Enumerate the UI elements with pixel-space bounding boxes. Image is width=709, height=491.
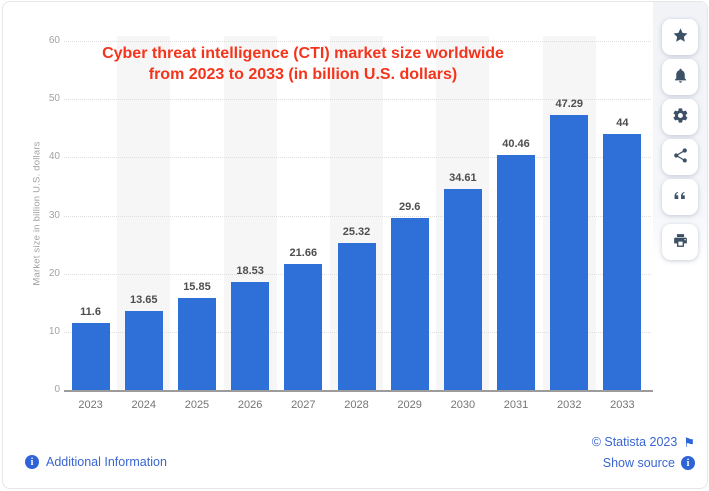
favorite-button[interactable] bbox=[662, 19, 698, 55]
bar-2027[interactable] bbox=[284, 264, 323, 390]
statista-copyright[interactable]: © Statista 2023 ⚑ bbox=[592, 435, 695, 449]
bar-value-label: 21.66 bbox=[289, 247, 318, 259]
gridline bbox=[64, 99, 651, 101]
info-icon: i bbox=[681, 456, 695, 470]
bell-icon bbox=[672, 67, 689, 87]
bar-2029[interactable] bbox=[390, 217, 429, 390]
x-axis-tick: 2030 bbox=[450, 399, 476, 411]
bar-value-label: 25.32 bbox=[342, 225, 371, 238]
chart-title-line2: from 2023 to 2033 (in billion U.S. dolla… bbox=[148, 66, 458, 83]
bar-2028[interactable] bbox=[337, 242, 376, 390]
y-axis-tick: 10 bbox=[48, 325, 60, 337]
flag-icon: ⚑ bbox=[683, 434, 695, 450]
bar-2025[interactable] bbox=[177, 297, 216, 390]
y-axis-tick: 60 bbox=[48, 35, 60, 46]
print-button[interactable] bbox=[662, 224, 698, 260]
x-axis-tick: 2031 bbox=[503, 399, 529, 411]
info-icon: i bbox=[25, 455, 39, 469]
x-axis-tick: 2029 bbox=[397, 399, 422, 411]
gridline bbox=[64, 215, 651, 217]
gear-icon bbox=[672, 107, 689, 127]
x-axis-tick: 2033 bbox=[610, 399, 635, 411]
bar-2023[interactable] bbox=[71, 322, 110, 390]
share-button[interactable] bbox=[662, 139, 698, 175]
bar-value-label: 11.6 bbox=[80, 305, 101, 318]
cite-button[interactable] bbox=[662, 179, 698, 215]
bar-value-label: 44 bbox=[616, 117, 629, 130]
x-axis-tick: 2032 bbox=[556, 399, 582, 411]
settings-button[interactable] bbox=[662, 99, 698, 135]
alert-button[interactable] bbox=[662, 59, 698, 95]
copyright-label: © Statista 2023 bbox=[591, 435, 678, 449]
bar-value-label: 29.6 bbox=[398, 200, 421, 213]
bar-value-label: 47.29 bbox=[555, 97, 583, 110]
bar-value-label: 40.46 bbox=[502, 137, 530, 150]
bar-2032[interactable] bbox=[550, 114, 589, 390]
y-axis-tick: 30 bbox=[48, 209, 60, 221]
show-source-link[interactable]: Show source i bbox=[603, 456, 695, 470]
bar-2026[interactable] bbox=[231, 282, 270, 390]
gridline bbox=[64, 157, 651, 159]
x-axis-tick: 2026 bbox=[237, 399, 263, 411]
bar-2024[interactable] bbox=[124, 310, 163, 390]
bar-2031[interactable] bbox=[497, 154, 536, 390]
bar-2033[interactable] bbox=[603, 134, 642, 390]
chart-title-line1: Cyber threat intelligence (CTI) market s… bbox=[102, 45, 504, 62]
x-axis-tick: 2025 bbox=[184, 399, 210, 411]
printer-icon bbox=[672, 232, 689, 252]
action-sidebar bbox=[653, 2, 707, 262]
x-axis-tick: 2027 bbox=[291, 399, 316, 411]
y-axis-tick: 50 bbox=[48, 93, 60, 105]
x-axis-line bbox=[64, 390, 653, 392]
bar-value-label: 15.85 bbox=[183, 280, 211, 293]
chart-title: Cyber threat intelligence (CTI) market s… bbox=[23, 43, 583, 85]
quote-icon bbox=[672, 187, 689, 207]
y-axis-tick: 0 bbox=[54, 384, 60, 395]
bar-chart: Cyber threat intelligence (CTI) market s… bbox=[3, 2, 707, 488]
bar-2030[interactable] bbox=[443, 188, 482, 390]
x-axis-tick: 2028 bbox=[344, 399, 369, 411]
x-axis-tick: 2023 bbox=[78, 399, 103, 411]
y-axis-tick: 20 bbox=[48, 267, 60, 279]
bar-value-label: 34.61 bbox=[449, 171, 477, 184]
show-source-label: Show source bbox=[602, 456, 675, 470]
y-axis-tick: 40 bbox=[48, 151, 60, 163]
x-axis-tick: 2024 bbox=[131, 399, 156, 411]
additional-information-label: Additional Information bbox=[46, 455, 167, 469]
additional-information-link[interactable]: i Additional Information bbox=[25, 455, 167, 469]
bar-value-label: 13.65 bbox=[130, 293, 158, 306]
footer-source-area: © Statista 2023 ⚑ Show source i bbox=[592, 435, 695, 470]
gridline bbox=[64, 41, 651, 42]
share-icon bbox=[672, 147, 689, 167]
bar-value-label: 18.53 bbox=[236, 265, 264, 278]
star-icon bbox=[672, 27, 689, 47]
